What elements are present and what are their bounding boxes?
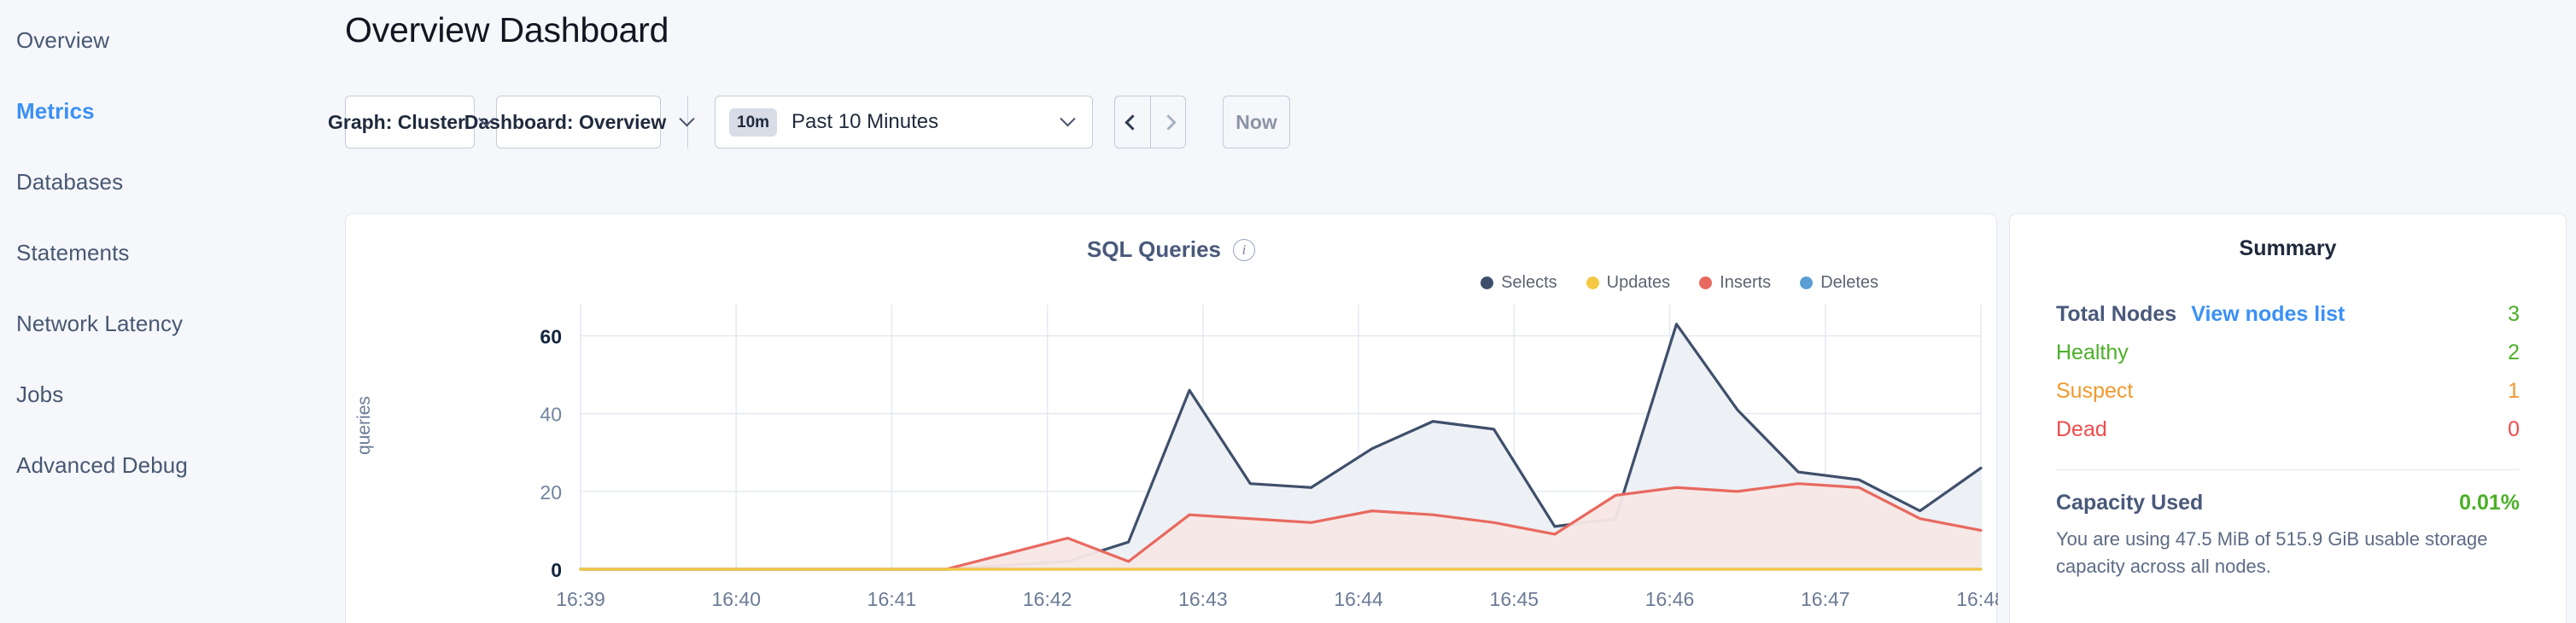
sidebar-item-label: Databases [16, 169, 124, 195]
page-title: Overview Dashboard [345, 10, 669, 49]
summary-rows: Total Nodes View nodes list 3 Healthy 2 … [2056, 295, 2520, 449]
dead-label: Dead [2056, 417, 2107, 441]
chevron-down-icon [1060, 110, 1076, 126]
legend-item-deletes[interactable]: Deletes [1800, 273, 1878, 293]
summary-row-suspect: Suspect 1 [2056, 372, 2520, 410]
sidebar-item-overview[interactable]: Overview [0, 5, 336, 76]
toolbar-divider [687, 96, 688, 148]
svg-text:16:44: 16:44 [1334, 588, 1383, 610]
chart-legend: Selects Updates Inserts Deletes [1481, 273, 1878, 293]
svg-text:0: 0 [551, 559, 562, 581]
sidebar-item-label: Advanced Debug [16, 452, 188, 478]
sidebar-item-label: Metrics [16, 98, 95, 124]
total-nodes-value: 3 [2508, 302, 2520, 326]
graph-select[interactable]: Graph: Cluster [328, 96, 494, 148]
main-content: Overview Dashboard Graph: Cluster Dashbo… [328, 0, 2576, 623]
time-range-badge: 10m [729, 108, 778, 137]
legend-item-inserts[interactable]: Inserts [1699, 273, 1771, 293]
summary-card: Summary Total Nodes View nodes list 3 He… [2009, 213, 2567, 623]
svg-text:16:45: 16:45 [1490, 588, 1539, 610]
healthy-value: 2 [2508, 341, 2520, 364]
suspect-value: 1 [2508, 379, 2520, 403]
capacity-used-row: Capacity Used 0.01% [2056, 491, 2520, 515]
chart-plot-area[interactable]: queries 0 20 40 60 16:39 16:40 16:41 16:42 16:43… [346, 296, 2006, 623]
chevron-down-icon [679, 110, 695, 126]
legend-label: Selects [1501, 273, 1557, 292]
legend-label: Inserts [1720, 273, 1772, 292]
suspect-label: Suspect [2056, 379, 2134, 403]
svg-text:60: 60 [540, 325, 562, 347]
chevron-right-icon [1159, 114, 1177, 131]
svg-text:16:43: 16:43 [1178, 588, 1228, 610]
chart-svg: 0 20 40 60 16:39 16:40 16:41 16:42 16:43 16:44 16:… [540, 305, 2006, 610]
legend-swatch [1800, 277, 1814, 289]
svg-text:40: 40 [540, 404, 562, 426]
view-nodes-list-link[interactable]: View nodes list [2191, 302, 2345, 326]
sidebar-item-databases[interactable]: Databases [0, 147, 336, 218]
next-time-button[interactable] [1150, 96, 1185, 148]
y-axis-label: queries [354, 396, 374, 455]
svg-text:20: 20 [540, 481, 562, 504]
now-button-label: Now [1235, 110, 1277, 133]
time-range-label: Past 10 Minutes [791, 110, 939, 133]
legend-swatch [1586, 277, 1599, 289]
graph-select-label: Graph: Cluster [327, 110, 466, 133]
toolbar: Graph: Cluster Dashboard: Overview 10m P… [328, 96, 1290, 148]
summary-row-dead: Dead 0 [2056, 410, 2520, 449]
legend-label: Deletes [1820, 273, 1878, 292]
capacity-used-value: 0.01% [2459, 491, 2520, 515]
svg-text:16:46: 16:46 [1645, 588, 1695, 610]
dead-value: 0 [2508, 417, 2520, 441]
info-icon[interactable]: i [1233, 238, 1256, 261]
svg-text:16:41: 16:41 [867, 588, 917, 610]
sidebar-item-label: Jobs [16, 381, 64, 407]
total-nodes-label: Total Nodes [2056, 302, 2177, 326]
now-button[interactable]: Now [1223, 96, 1290, 148]
chart-title: SQL Queries [1086, 236, 1222, 262]
svg-text:16:48: 16:48 [1956, 588, 1998, 610]
sidebar-item-advanced-debug[interactable]: Advanced Debug [0, 430, 336, 501]
svg-text:16:42: 16:42 [1023, 588, 1072, 610]
summary-row-healthy: Healthy 2 [2056, 334, 2520, 372]
legend-item-updates[interactable]: Updates [1586, 273, 1671, 293]
legend-swatch [1481, 277, 1494, 289]
prev-time-button[interactable] [1115, 96, 1150, 148]
capacity-used-label: Capacity Used [2056, 491, 2204, 515]
legend-item-selects[interactable]: Selects [1481, 273, 1557, 293]
time-range-select[interactable]: 10m Past 10 Minutes [715, 96, 1093, 148]
time-nav-group [1114, 96, 1186, 148]
sql-queries-card: SQL Queries i Selects Updates Inserts [345, 213, 2006, 623]
summary-title: Summary [2239, 236, 2337, 260]
sidebar-item-label: Overview [16, 27, 110, 53]
capacity-used-description: You are using 47.5 MiB of 515.9 GiB usab… [2056, 528, 2488, 577]
sidebar-item-label: Network Latency [16, 311, 184, 336]
summary-row-total-nodes: Total Nodes View nodes list 3 [2056, 295, 2520, 334]
sidebar-item-jobs[interactable]: Jobs [0, 359, 336, 430]
legend-swatch [1699, 277, 1713, 289]
healthy-label: Healthy [2056, 341, 2129, 364]
svg-text:16:40: 16:40 [711, 588, 761, 610]
chart-header: SQL Queries i [346, 236, 1996, 263]
chevron-left-icon [1124, 114, 1141, 131]
svg-text:16:47: 16:47 [1801, 588, 1850, 610]
sidebar: Overview Metrics Databases Statements Ne… [0, 0, 336, 623]
legend-label: Updates [1606, 273, 1671, 292]
sidebar-item-label: Statements [16, 240, 130, 265]
svg-text:16:39: 16:39 [556, 588, 605, 610]
sidebar-item-statements[interactable]: Statements [0, 218, 336, 288]
dashboard-select[interactable]: Dashboard: Overview [464, 96, 695, 148]
sidebar-item-network-latency[interactable]: Network Latency [0, 288, 336, 359]
dashboard-select-label: Dashboard: Overview [464, 110, 667, 133]
summary-divider [2056, 469, 2520, 470]
sidebar-item-metrics[interactable]: Metrics [0, 76, 336, 147]
